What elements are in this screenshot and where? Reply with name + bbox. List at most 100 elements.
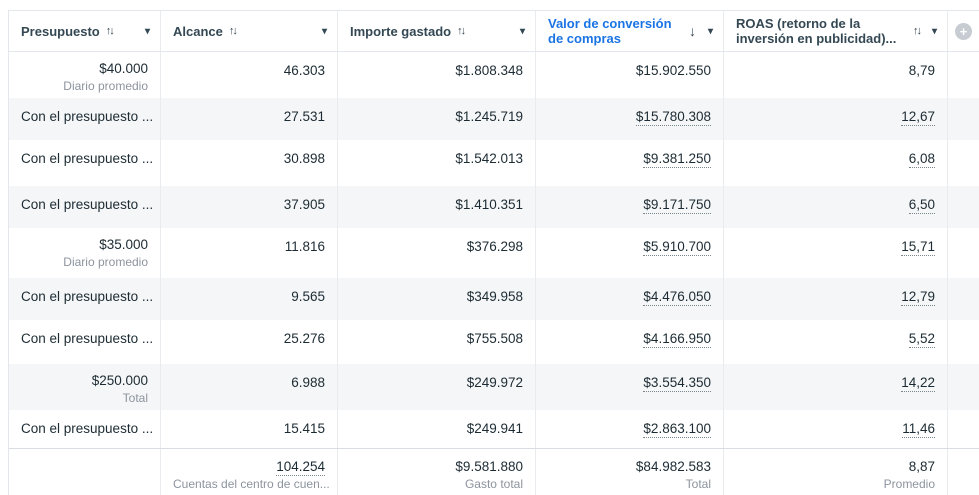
sort-descending-icon[interactable]: ↓ [688, 22, 696, 39]
chevron-down-icon[interactable]: ▾ [519, 25, 525, 37]
column-header-presupuesto[interactable]: Presupuesto ↑↓ ▾ [9, 11, 161, 51]
budget-value: $40.000 [99, 61, 148, 76]
table-row: Con el presupuesto ... 27.531 $1.245.719… [9, 98, 979, 140]
cell-alcance: 15.415 [161, 410, 338, 448]
sort-icon[interactable]: ↑↓ [912, 24, 922, 37]
cell-empty [948, 140, 979, 186]
footer-sublabel: Cuentas del centro de cuen... [173, 477, 330, 491]
column-label-alcance: Alcance [173, 23, 223, 39]
footer-total-value: $84.982.583 [635, 459, 711, 474]
column-label-importe-gastado: Importe gastado [350, 23, 452, 39]
cell-valor: $3.554.350 [536, 364, 724, 410]
cell-valor: $4.476.050 [536, 278, 724, 320]
cell-empty [948, 186, 979, 228]
cell-roas: 6,50 [724, 186, 948, 228]
column-header-alcance[interactable]: Alcance ↑↓ ▾ [161, 11, 338, 51]
column-header-add: + [948, 11, 979, 51]
budget-type-label: Total [122, 391, 148, 405]
cell-valor: $9.171.750 [536, 186, 724, 228]
ads-metrics-table: Presupuesto ↑↓ ▾ Alcance ↑↓ ▾ Importe ga… [8, 10, 979, 495]
sort-icon[interactable]: ↑↓ [105, 24, 115, 37]
metric-hover-value[interactable]: 6,50 [908, 197, 935, 214]
footer-sublabel: Gasto total [464, 477, 523, 491]
chevron-down-icon[interactable]: ▾ [144, 25, 150, 37]
cell-importe: $249.941 [338, 410, 536, 448]
table-row: Con el presupuesto ... 15.415 $249.941 $… [9, 410, 979, 448]
cell-importe: $755.508 [338, 320, 536, 364]
cell-alcance: 9.565 [161, 278, 338, 320]
sort-icon[interactable]: ↑↓ [228, 24, 238, 37]
cell-valor: $5.910.700 [536, 228, 724, 278]
chevron-down-icon[interactable]: ▾ [931, 25, 937, 37]
cell-empty [948, 410, 979, 448]
cell-roas: 15,71 [724, 228, 948, 278]
metric-hover-value[interactable]: 5,52 [908, 331, 935, 348]
metric-hover-value[interactable]: 104.254 [276, 459, 325, 476]
cell-alcance: 6.988 [161, 364, 338, 410]
cell-valor: $2.863.100 [536, 410, 724, 448]
footer-cell-empty [948, 449, 979, 495]
add-column-icon[interactable]: + [955, 22, 972, 40]
metric-hover-value[interactable]: 15,71 [901, 239, 935, 256]
table-row: Con el presupuesto ... 9.565 $349.958 $4… [9, 278, 979, 320]
cell-presupuesto: $250.000 Total [9, 364, 161, 410]
cell-roas: 8,79 [724, 52, 948, 98]
cell-presupuesto: Con el presupuesto ... [9, 320, 161, 364]
table-row: $250.000 Total 6.988 $249.972 $3.554.350… [9, 364, 979, 410]
cell-presupuesto: Con el presupuesto ... [9, 410, 161, 448]
footer-cell-importe: $9.581.880 Gasto total [338, 449, 536, 495]
footer-cell-presupuesto [9, 449, 161, 495]
chevron-down-icon[interactable]: ▾ [707, 25, 713, 37]
footer-sublabel: Total [685, 477, 711, 491]
metric-hover-value[interactable]: 11,46 [902, 421, 935, 438]
cell-presupuesto: $40.000 Diario promedio [9, 52, 161, 98]
table-row: $40.000 Diario promedio 46.303 $1.808.34… [9, 52, 979, 98]
column-header-importe-gastado[interactable]: Importe gastado ↑↓ ▾ [338, 11, 536, 51]
footer-cell-alcance: 104.254 Cuentas del centro de cuen... [161, 449, 338, 495]
cell-valor: $9.381.250 [536, 140, 724, 186]
metric-hover-value[interactable]: $3.554.350 [643, 375, 711, 392]
cell-alcance: 11.816 [161, 228, 338, 278]
cell-roas: 14,22 [724, 364, 948, 410]
column-label-presupuesto: Presupuesto [21, 23, 100, 39]
sort-icon[interactable]: ↑↓ [457, 24, 466, 37]
footer-cell-roas: 8,87 Promedio [724, 449, 948, 495]
column-label-roas: ROAS (retorno de la inversión en publici… [736, 16, 897, 46]
metric-hover-value[interactable]: $4.476.050 [643, 289, 711, 306]
metric-hover-value[interactable]: 12,79 [901, 289, 935, 306]
cell-empty [948, 52, 979, 98]
metric-hover-value[interactable]: $4.166.950 [643, 331, 711, 348]
cell-alcance: 37.905 [161, 186, 338, 228]
cell-importe: $1.542.013 [338, 140, 536, 186]
cell-importe: $376.298 [338, 228, 536, 278]
column-header-roas[interactable]: ROAS (retorno de la inversión en publici… [724, 11, 948, 51]
metric-hover-value[interactable]: 6,08 [908, 151, 935, 168]
cell-presupuesto: Con el presupuesto ... [9, 140, 161, 186]
metric-hover-value[interactable]: 14,22 [901, 375, 935, 392]
cell-presupuesto: Con el presupuesto ... [9, 98, 161, 140]
metric-hover-value[interactable]: $9.381.250 [643, 151, 711, 168]
table-row: $35.000 Diario promedio 11.816 $376.298 … [9, 228, 979, 278]
chevron-down-icon[interactable]: ▾ [321, 25, 327, 37]
column-header-valor-conversion[interactable]: Valor de conversión de compras ↓ ▾ [536, 11, 724, 51]
table-row: Con el presupuesto ... 37.905 $1.410.351… [9, 186, 979, 228]
cell-importe: $1.410.351 [338, 186, 536, 228]
metric-hover-value[interactable]: $9.171.750 [643, 197, 711, 214]
cell-roas: 11,46 [724, 410, 948, 448]
metric-hover-value[interactable]: $2.863.100 [643, 421, 711, 438]
cell-roas: 12,67 [724, 98, 948, 140]
cell-importe: $349.958 [338, 278, 536, 320]
metric-hover-value[interactable]: $15.780.308 [635, 109, 711, 126]
table-row: Con el presupuesto ... 30.898 $1.542.013… [9, 140, 979, 186]
cell-alcance: 25.276 [161, 320, 338, 364]
cell-presupuesto: Con el presupuesto ... [9, 278, 161, 320]
table-header-row: Presupuesto ↑↓ ▾ Alcance ↑↓ ▾ Importe ga… [9, 11, 979, 52]
footer-sublabel: Promedio [883, 477, 935, 491]
footer-total-value: $9.581.880 [455, 459, 523, 474]
metric-hover-value[interactable]: 12,67 [901, 109, 935, 126]
metric-hover-value[interactable]: $5.910.700 [643, 239, 711, 256]
cell-empty [948, 320, 979, 364]
footer-cell-valor: $84.982.583 Total [536, 449, 724, 495]
column-label-valor-conversion: Valor de conversión de compras [548, 16, 672, 46]
cell-valor: $15.780.308 [536, 98, 724, 140]
